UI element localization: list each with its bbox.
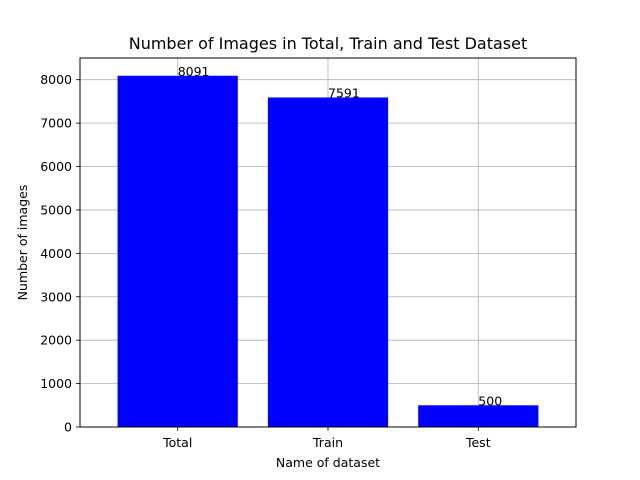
bar <box>418 405 539 427</box>
bar <box>117 75 238 428</box>
y-tick-label: 8000 <box>40 72 72 87</box>
y-tick-label: 4000 <box>40 246 72 261</box>
y-tick-label: 5000 <box>40 202 72 217</box>
bar-value-label: 7591 <box>328 85 360 100</box>
data-labels: 8091 7591 500 <box>178 64 503 409</box>
bar <box>267 97 389 427</box>
plot-frame <box>79 57 577 428</box>
bar-value-label: 8091 <box>178 64 210 79</box>
y-tick-label: 3000 <box>40 289 72 304</box>
y-axis-ticks: 0 1000 2000 3000 4000 5000 6000 7000 8000 <box>40 72 80 435</box>
y-axis-title: Number of images <box>15 185 30 301</box>
x-tick-label: Total <box>162 435 192 450</box>
y-tick-label: 7000 <box>40 116 72 131</box>
x-axis-ticks: Total Train Test <box>162 427 491 450</box>
chart-title: Number of Images in Total, Train and Tes… <box>129 34 528 53</box>
y-tick-label: 0 <box>64 420 72 435</box>
y-tick-label: 1000 <box>40 376 72 391</box>
y-tick-label: 6000 <box>40 159 72 174</box>
x-axis-title: Name of dataset <box>276 455 380 470</box>
x-tick-label: Test <box>465 435 491 450</box>
bars <box>117 75 539 428</box>
x-tick-label: Train <box>312 435 343 450</box>
bar-value-label: 500 <box>478 393 502 408</box>
y-tick-label: 2000 <box>40 333 72 348</box>
